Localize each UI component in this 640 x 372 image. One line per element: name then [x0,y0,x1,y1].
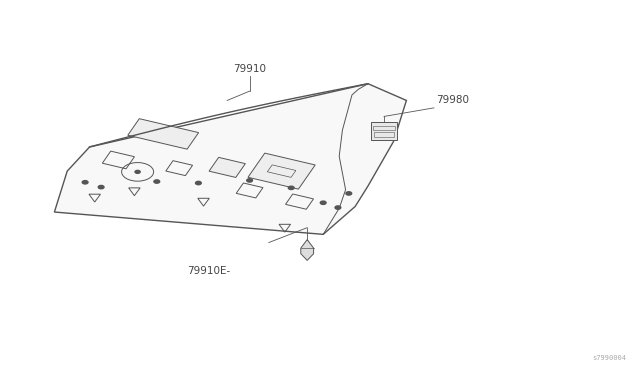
Polygon shape [54,84,406,234]
Circle shape [346,192,352,195]
Polygon shape [301,240,314,260]
Text: 79910: 79910 [233,64,266,74]
Circle shape [135,170,140,173]
Text: s7990004: s7990004 [592,355,626,361]
Text: 79980: 79980 [436,95,470,105]
Circle shape [83,181,88,184]
Polygon shape [371,122,397,140]
Text: 79910E-: 79910E- [187,266,230,276]
Circle shape [99,186,104,189]
Circle shape [335,206,341,209]
Polygon shape [209,157,245,177]
Circle shape [288,186,294,190]
Circle shape [247,179,253,182]
Circle shape [321,201,326,205]
Polygon shape [248,153,316,189]
Circle shape [154,180,160,183]
Circle shape [196,182,201,185]
Polygon shape [128,119,198,149]
